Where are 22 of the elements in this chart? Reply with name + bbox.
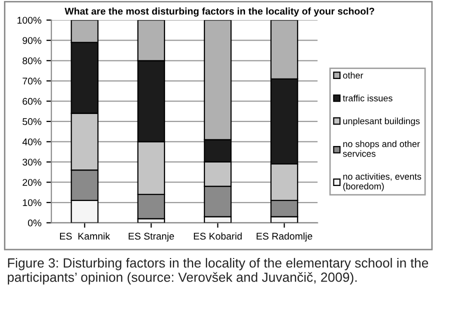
y-tick-label: 30% [22,158,42,166]
y-tick-label: 50% [22,118,42,126]
x-tick-label: ES Kobarid [194,232,242,240]
legend-label: no activities, events (boredom) [343,173,422,192]
legend-label: traffic issues [342,94,392,102]
legend-label: unplesant buildings [343,118,420,126]
y-tick-label: 70% [22,78,42,85]
y-tick-label: 20% [22,178,42,186]
y-tick-label: 10% [22,199,42,206]
caption: Figure 3: Disturbing factors in the locality of the elementary school in the participants’ opinion (source: Verovšek and Juvančič, 2009). [8,258,428,285]
x-tick-label: ES Stranje [128,232,174,242]
y-tick-label: 90% [22,37,42,44]
y-tick-label: 60% [22,98,42,105]
y-tick-label: 80% [22,57,42,64]
x-tick-label: ES Kamnik [60,232,110,240]
x-tick-label: ES Radomlje [256,232,312,242]
legend-label: other [343,72,364,79]
y-tick-label: 40% [22,138,42,146]
y-tick-label: 100% [18,16,42,24]
legend-label: no shops and other services [342,140,420,157]
y-tick-label: 0% [28,220,42,226]
chart-title: What are the most disturbing factors in the locality of your school? [64,8,374,17]
